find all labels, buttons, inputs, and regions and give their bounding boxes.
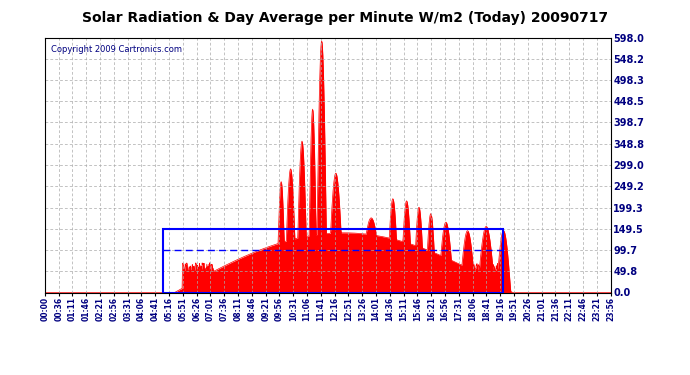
Bar [163, 229, 503, 292]
Text: Copyright 2009 Cartronics.com: Copyright 2009 Cartronics.com [50, 45, 181, 54]
Text: Solar Radiation & Day Average per Minute W/m2 (Today) 20090717: Solar Radiation & Day Average per Minute… [82, 11, 608, 25]
